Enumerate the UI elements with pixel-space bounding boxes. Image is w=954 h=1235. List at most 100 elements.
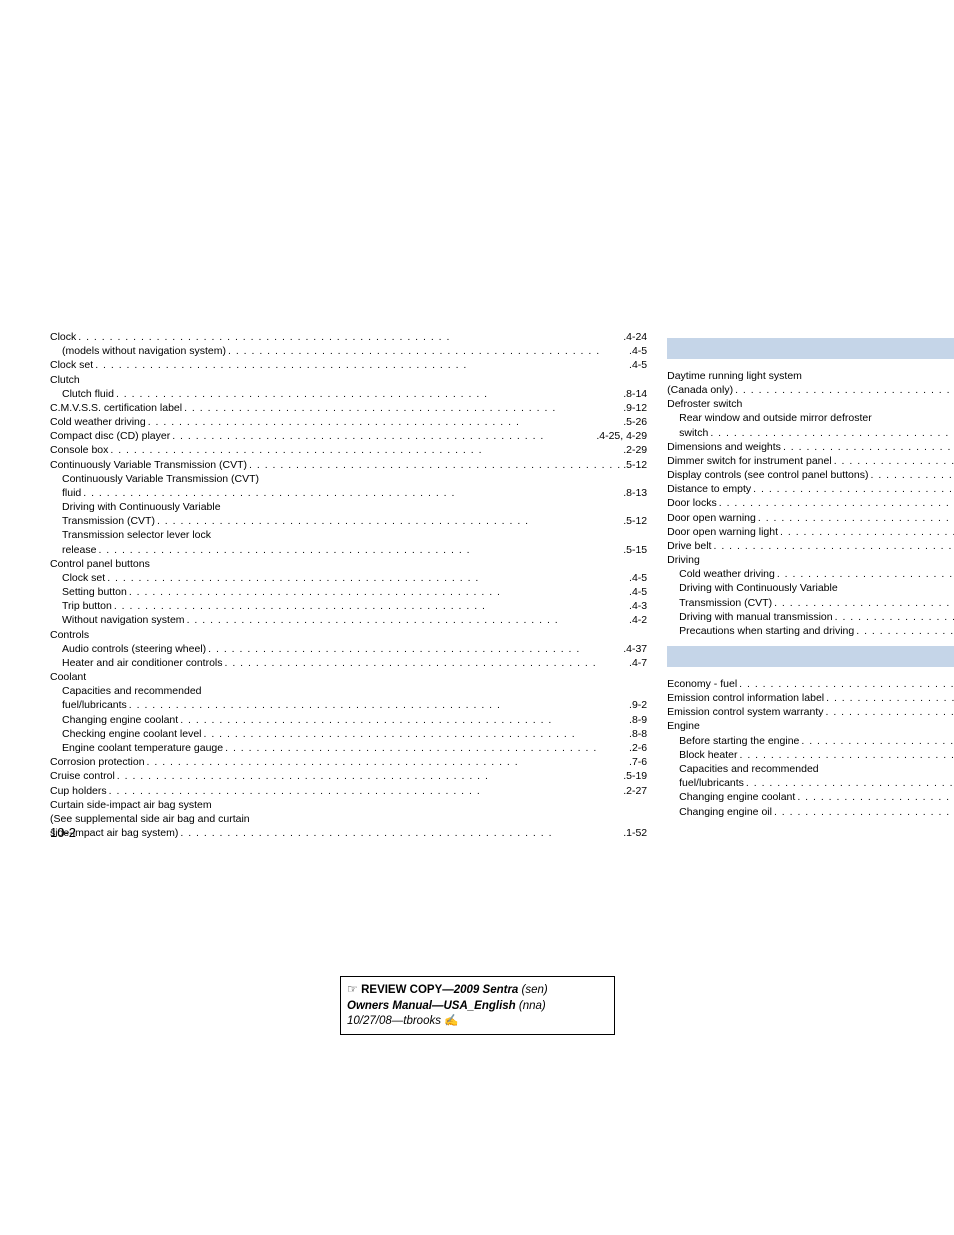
entry-dots xyxy=(733,383,954,397)
entry-label: fuel/lubricants xyxy=(679,776,744,790)
index-entry: Clutch xyxy=(50,373,647,387)
entry-dots xyxy=(115,769,623,783)
index-entry: Coolant xyxy=(50,670,647,684)
page-number: 10-2 xyxy=(50,825,76,840)
index-entry: Door open warning.4-6 xyxy=(667,511,954,525)
index-entry: Capacities and recommended xyxy=(667,762,954,776)
entry-dots xyxy=(182,401,623,415)
index-entry: (models without navigation system).4-5 xyxy=(50,344,647,358)
entry-page: .8-13 xyxy=(623,486,647,500)
column-1: Clock.4-24(models without navigation sys… xyxy=(50,330,647,840)
entry-label: Changing engine oil xyxy=(679,805,772,819)
footer-line-2: Owners Manual—USA_English (nna) xyxy=(347,999,608,1015)
entry-dots xyxy=(223,741,629,755)
entry-page: .7-6 xyxy=(629,755,647,769)
index-entry: (See supplemental side air bag and curta… xyxy=(50,812,647,826)
entry-dots xyxy=(145,755,629,769)
entry-page: .4-37 xyxy=(623,642,647,656)
entry-label: Precautions when starting and driving xyxy=(679,624,854,638)
entry-label: Daytime running light system xyxy=(667,369,802,383)
entry-dots xyxy=(178,826,623,840)
section-header: E xyxy=(667,646,954,667)
entry-label: Before starting the engine xyxy=(679,734,799,748)
entry-label: Audio controls (steering wheel) xyxy=(62,642,206,656)
entry-page: .2-29 xyxy=(623,443,647,457)
entry-dots xyxy=(112,599,629,613)
index-entry: Economy - fuel.5-21 xyxy=(667,677,954,691)
entry-label: Rear window and outside mirror defroster xyxy=(679,411,872,425)
index-entry: fuel/lubricants.9-2 xyxy=(667,776,954,790)
entry-dots xyxy=(170,429,596,443)
index-entry: Daytime running light system xyxy=(667,369,954,383)
entry-label: Corrosion protection xyxy=(50,755,145,769)
entry-label: Capacities and recommended xyxy=(679,762,819,776)
index-entry: Driving xyxy=(667,553,954,567)
entry-dots xyxy=(775,567,954,581)
index-entry: Door locks.3-4 xyxy=(667,496,954,510)
entry-label: Console box xyxy=(50,443,108,457)
entry-label: Continuously Variable Transmission (CVT) xyxy=(50,458,247,472)
entry-label: Economy - fuel xyxy=(667,677,737,691)
entry-dots xyxy=(738,748,954,762)
index-entry: Precautions when starting and driving.5-… xyxy=(667,624,954,638)
index-entry: Changing engine coolant.8-9 xyxy=(667,790,954,804)
entry-label: Dimmer switch for instrument panel xyxy=(667,454,832,468)
entry-dots xyxy=(226,344,629,358)
entry-label: Display controls (see control panel butt… xyxy=(667,468,868,482)
entry-page: .5-15 xyxy=(623,543,647,557)
entry-dots xyxy=(146,415,623,429)
entry-dots xyxy=(772,596,954,610)
index-entry: Continuously Variable Transmission (CVT) xyxy=(50,472,647,486)
entry-label: Door locks xyxy=(667,496,717,510)
entry-label: Transmission (CVT) xyxy=(679,596,772,610)
index-entry: Console box .2-29 xyxy=(50,443,647,457)
index-entry: Cold weather driving.5-26 xyxy=(667,567,954,581)
index-entry: Changing engine oil.8-11 xyxy=(667,805,954,819)
entry-label: Clutch fluid xyxy=(62,387,114,401)
entry-label: Cold weather driving xyxy=(50,415,146,429)
entry-label: Changing engine coolant xyxy=(62,713,178,727)
entry-dots xyxy=(96,543,623,557)
entry-label: fuel/lubricants xyxy=(62,698,127,712)
index-entry: Distance to empty.4-3 xyxy=(667,482,954,496)
index-entry: (Canada only).2-21 xyxy=(667,383,954,397)
entry-dots xyxy=(795,790,954,804)
entry-page: .4-5 xyxy=(629,358,647,372)
entry-dots xyxy=(711,539,954,553)
index-entry: Clock set.4-5 xyxy=(50,358,647,372)
entry-page: .4-5 xyxy=(629,585,647,599)
entry-dots xyxy=(114,387,623,401)
index-entry: Dimensions and weights.9-10 xyxy=(667,440,954,454)
entry-page: .2-27 xyxy=(623,784,647,798)
index-entry: release.5-15 xyxy=(50,543,647,557)
entry-dots xyxy=(178,713,629,727)
index-entry: fuel/lubricants.9-2 xyxy=(50,698,647,712)
entry-dots xyxy=(76,330,623,344)
index-entry: Driving with Continuously Variable xyxy=(50,500,647,514)
review-copy-box: ☞ REVIEW COPY—2009 Sentra (sen) Owners M… xyxy=(340,976,615,1035)
entry-page: .8-14 xyxy=(623,387,647,401)
index-entry: Door open warning light.2-10 xyxy=(667,525,954,539)
entry-label: Coolant xyxy=(50,670,86,684)
footer-line-3: 10/27/08—tbrooks ✍ xyxy=(347,1014,608,1030)
entry-dots xyxy=(223,656,630,670)
entry-label: Driving with Continuously Variable xyxy=(679,581,838,595)
entry-label: (See supplemental side air bag and curta… xyxy=(50,812,250,826)
entry-dots xyxy=(868,468,954,482)
entry-label: switch xyxy=(679,426,708,440)
entry-label: Driving xyxy=(667,553,700,567)
entry-label: Drive belt xyxy=(667,539,711,553)
entry-page: .4-5 xyxy=(629,571,647,585)
entry-page: .4-24 xyxy=(623,330,647,344)
index-entry: Cold weather driving.5-26 xyxy=(50,415,647,429)
entry-dots xyxy=(737,677,954,691)
entry-dots xyxy=(202,727,630,741)
entry-label: Curtain side-impact air bag system xyxy=(50,798,212,812)
index-entry: switch.2-19 xyxy=(667,426,954,440)
entry-label: Compact disc (CD) player xyxy=(50,429,170,443)
entry-dots xyxy=(81,486,623,500)
index-entry: Drive belt.8-17 xyxy=(667,539,954,553)
entry-label: Control panel buttons xyxy=(50,557,150,571)
entry-page: .8-8 xyxy=(629,727,647,741)
entry-label: Dimensions and weights xyxy=(667,440,781,454)
